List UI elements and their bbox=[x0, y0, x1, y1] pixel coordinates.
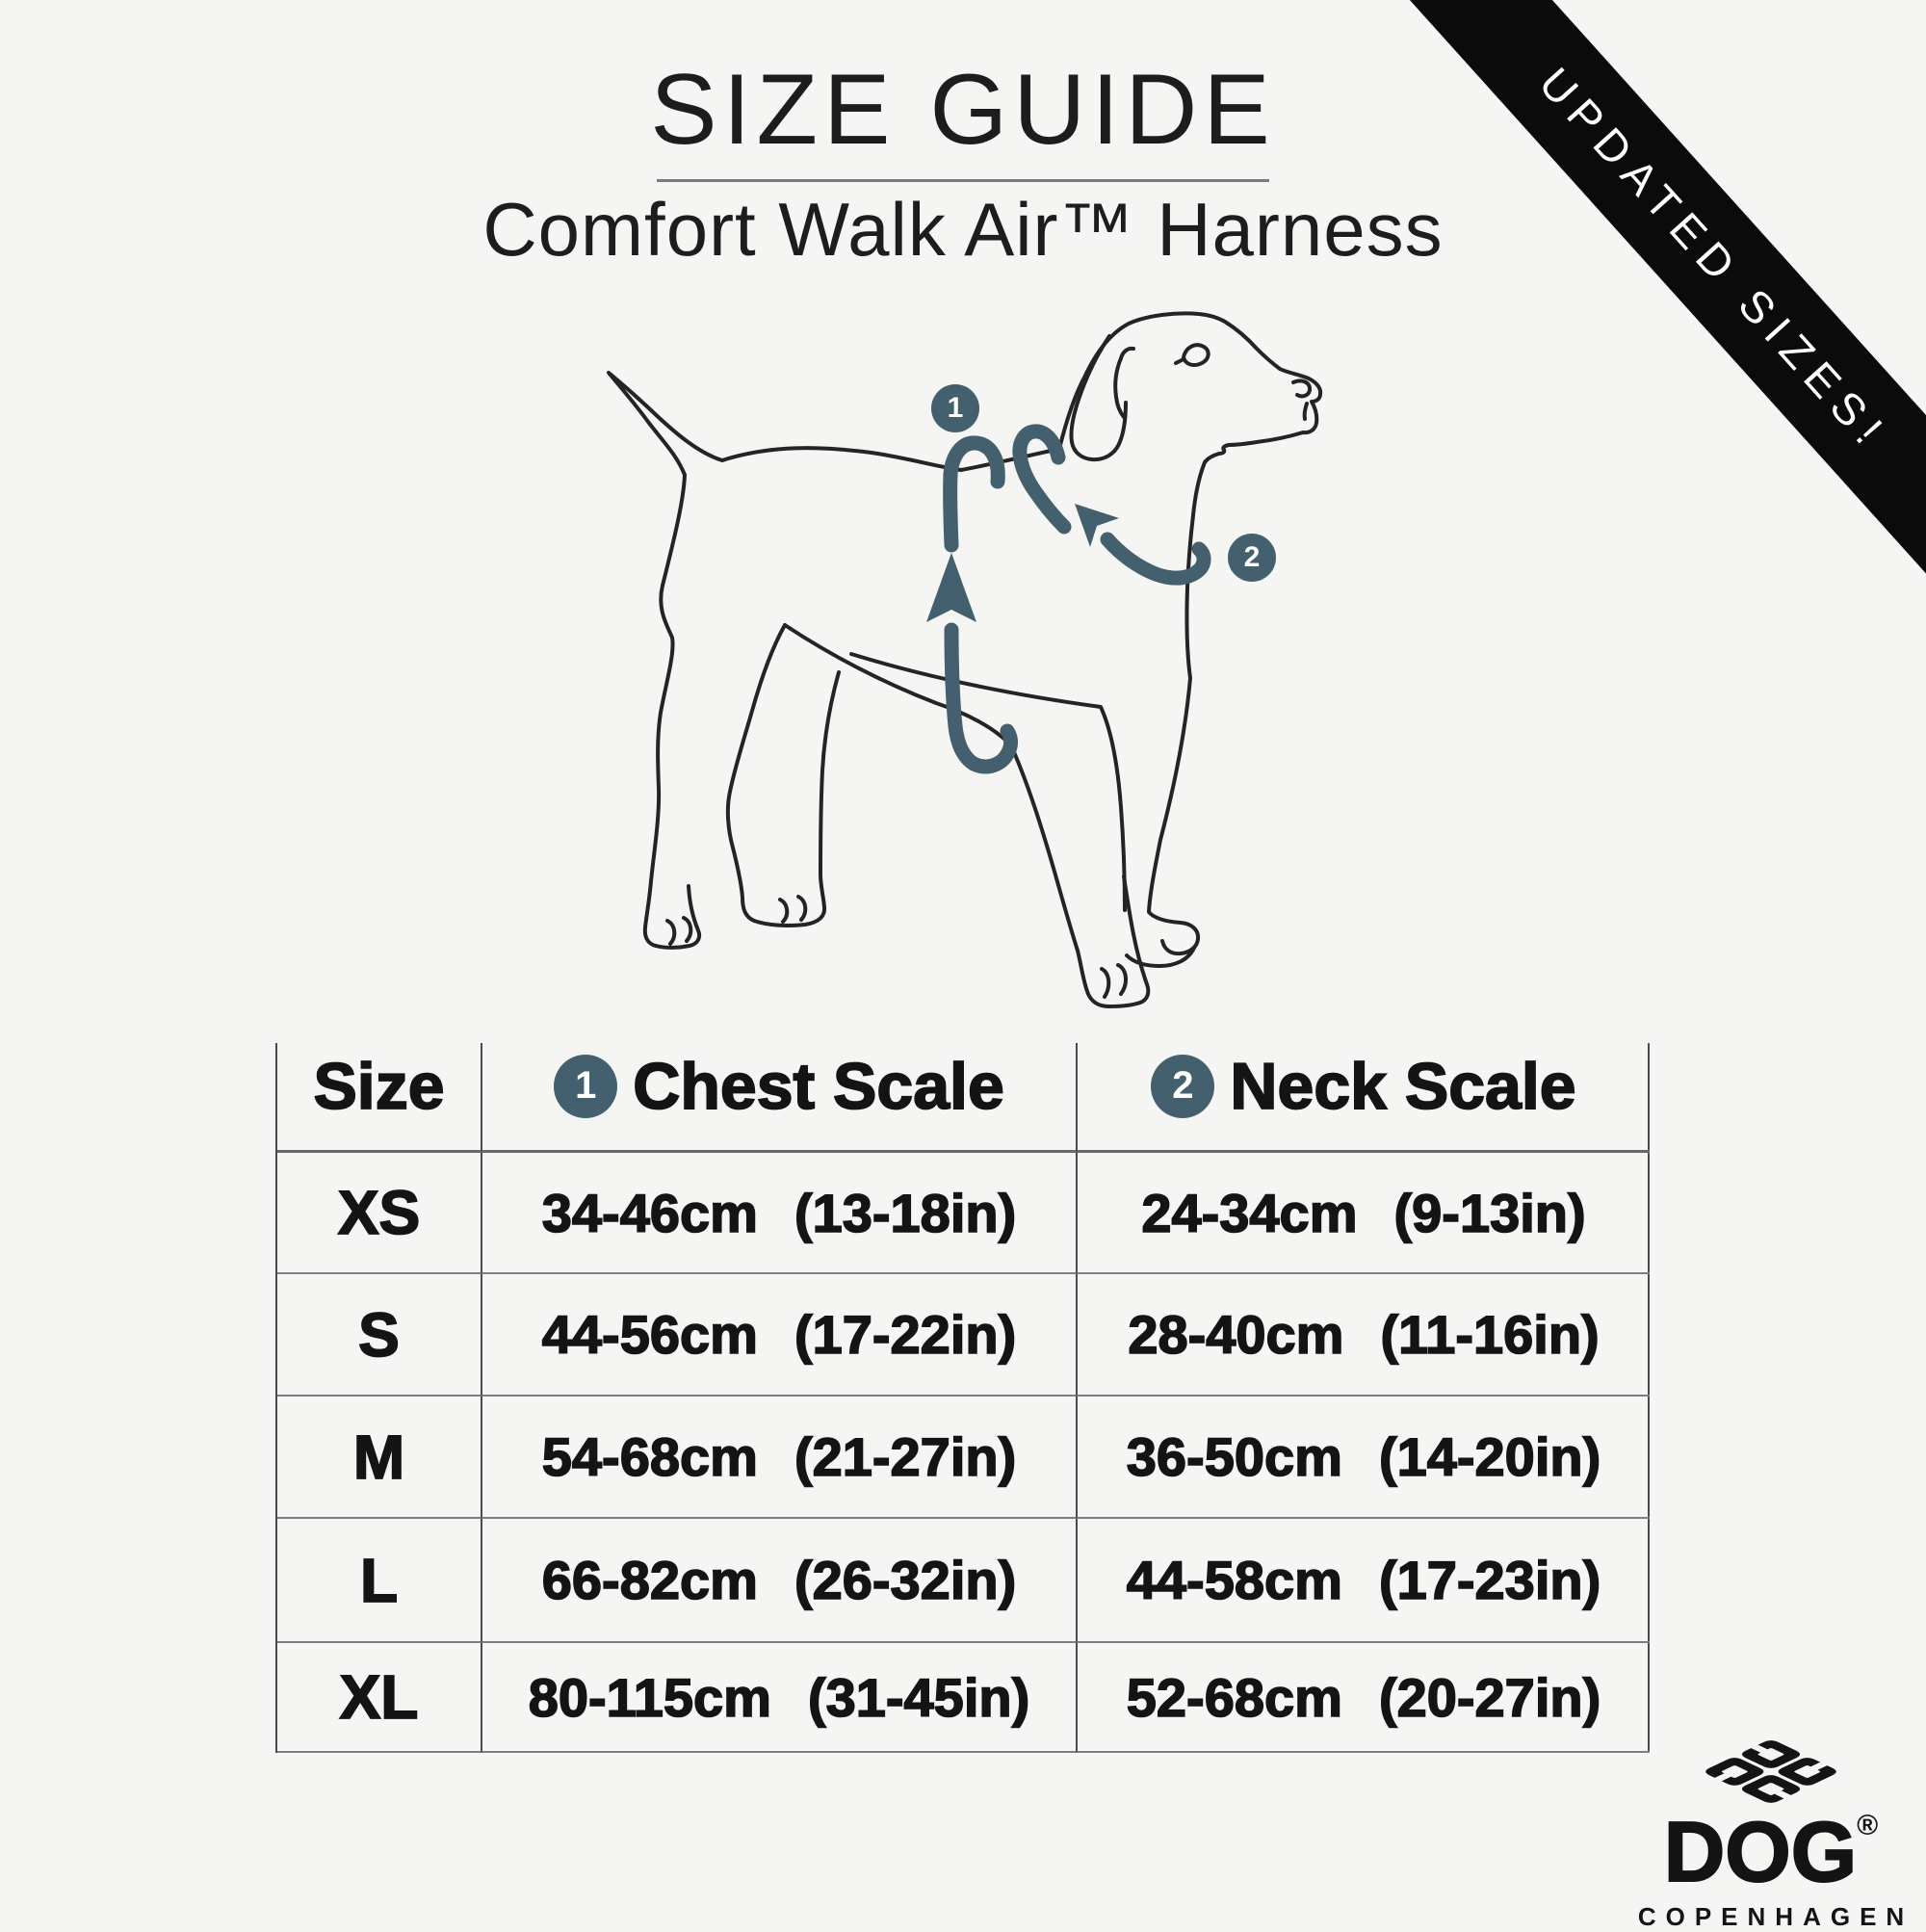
table-row-l-chest: 66-82cm (26-32in) bbox=[481, 1519, 1076, 1643]
table-row-xs-neck: 24-34cm (9-13in) bbox=[1076, 1153, 1650, 1274]
title-divider bbox=[657, 179, 1269, 182]
column-header-neck: 2 Neck Scale bbox=[1076, 1043, 1650, 1153]
chest-marker-number: 1 bbox=[947, 392, 964, 424]
page-subtitle: Comfort Walk Air™ Harness bbox=[482, 187, 1444, 272]
chest-badge-icon: 1 bbox=[554, 1054, 618, 1118]
logo-subtext: COPENHAGEN bbox=[1637, 1902, 1914, 1931]
table-row-m-chest: 54-68cm (21-27in) bbox=[481, 1397, 1076, 1519]
neck-marker-number: 2 bbox=[1243, 541, 1261, 573]
neck-column-label: Neck Scale bbox=[1230, 1049, 1577, 1124]
table-row-s-size: S bbox=[277, 1274, 481, 1397]
chest-marker-badge: 1 bbox=[931, 384, 979, 432]
table-row-m-neck: 36-50cm (14-20in) bbox=[1076, 1397, 1650, 1519]
table-row-xl-size: XL bbox=[277, 1643, 481, 1753]
registered-trademark-icon: ® bbox=[1857, 1810, 1879, 1841]
column-header-size: Size bbox=[277, 1043, 481, 1153]
table-row-l-size: L bbox=[277, 1519, 481, 1643]
column-header-chest: 1 Chest Scale bbox=[481, 1043, 1076, 1153]
table-row-s-chest: 44-56cm (17-22in) bbox=[481, 1274, 1076, 1397]
neck-badge-icon: 2 bbox=[1151, 1054, 1215, 1118]
table-row-s-neck: 28-40cm (11-16in) bbox=[1076, 1274, 1650, 1397]
logo-brand-text: DOG bbox=[1663, 1804, 1858, 1899]
table-row-l-neck: 44-58cm (17-23in) bbox=[1076, 1519, 1650, 1643]
table-row-m-size: M bbox=[277, 1397, 481, 1519]
table-row-xl-chest: 80-115cm (31-45in) bbox=[481, 1643, 1076, 1753]
size-column-label: Size bbox=[313, 1049, 446, 1124]
neck-marker-badge: 2 bbox=[1228, 534, 1276, 582]
dog-copenhagen-diamond-icon bbox=[1705, 1740, 1836, 1803]
page-title: SIZE GUIDE bbox=[650, 54, 1276, 166]
size-table: Size 1 Chest Scale 2 Neck Scale XS 34-46… bbox=[275, 1043, 1650, 1753]
table-row-xl-neck: 52-68cm (20-27in) bbox=[1076, 1643, 1650, 1753]
table-row-xs-size: XS bbox=[277, 1153, 481, 1274]
table-row-xs-chest: 34-46cm (13-18in) bbox=[481, 1153, 1076, 1274]
chest-column-label: Chest Scale bbox=[632, 1049, 1004, 1124]
dog-copenhagen-logo: DOG ® COPENHAGEN bbox=[1638, 1736, 1904, 1932]
